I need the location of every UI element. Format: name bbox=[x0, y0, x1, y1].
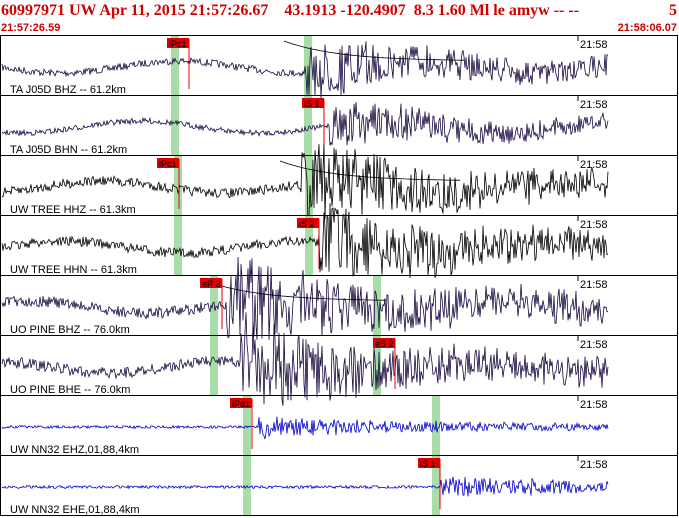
minute-tick-label: 21:58 bbox=[580, 39, 608, 51]
waveform-trace bbox=[1, 143, 609, 223]
waveform-trace bbox=[1, 203, 609, 279]
pick-window-band bbox=[304, 96, 312, 155]
waveform-trace bbox=[1, 102, 609, 146]
phase-pick-box[interactable] bbox=[418, 458, 440, 468]
phase-pick-box[interactable] bbox=[302, 98, 324, 108]
minute-tick-label: 21:58 bbox=[580, 99, 608, 111]
phase-pick-box[interactable] bbox=[230, 398, 252, 408]
phase-pick-label: eP 2 bbox=[202, 279, 220, 289]
pick-window-band bbox=[210, 336, 218, 395]
phase-pick-label: iPc1 bbox=[159, 159, 177, 169]
phase-pick-label: iPd1 bbox=[232, 399, 250, 409]
end-time-label: 21:58:06.07 bbox=[617, 22, 677, 34]
waveform-trace bbox=[1, 416, 609, 440]
pick-window-band bbox=[432, 456, 440, 515]
event-title-bar: 60997971 UW Apr 11, 2015 21:57:26.67 43.… bbox=[0, 0, 679, 21]
phase-pick-box[interactable] bbox=[373, 338, 395, 348]
minute-tick-label: 21:58 bbox=[580, 459, 608, 471]
pick-window-band bbox=[305, 216, 313, 275]
pick-window-band bbox=[373, 276, 381, 335]
coda-decay-curve bbox=[205, 280, 386, 301]
pick-window-band bbox=[171, 96, 179, 155]
phase-pick-label: iS 1 bbox=[420, 459, 436, 469]
pick-window-band bbox=[305, 156, 313, 215]
pick-window-band bbox=[171, 36, 179, 95]
minute-tick-label: 21:58 bbox=[580, 219, 608, 231]
station-label: UW NN32 EHZ,01,88,4km bbox=[10, 444, 139, 456]
station-label: UW TREE HHZ -- 61.3km bbox=[10, 204, 136, 216]
station-label: UW NN32 EHE,01,88,4km bbox=[10, 504, 140, 516]
station-label: UO PINE BHZ -- 76.0km bbox=[10, 324, 130, 336]
phase-pick-label: iS 2 bbox=[299, 219, 315, 229]
pick-window-band bbox=[373, 336, 381, 395]
waveform-trace bbox=[1, 312, 609, 406]
minute-tick-label: 21:58 bbox=[580, 339, 608, 351]
pick-window-band bbox=[174, 216, 182, 275]
pick-window-band bbox=[174, 156, 182, 215]
start-time-label: 21:57:26.59 bbox=[1, 22, 61, 34]
coda-decay-curve bbox=[279, 160, 460, 181]
phase-pick-label: iS 1 bbox=[304, 99, 320, 109]
waveform-trace bbox=[1, 256, 608, 340]
pick-window-band bbox=[304, 36, 312, 95]
pick-window-band bbox=[432, 396, 440, 455]
coda-decay-curve bbox=[283, 40, 464, 61]
station-label: UO PINE BHE -- 76.0km bbox=[10, 384, 130, 396]
station-label: TA J05D BHN -- 61.2km bbox=[10, 144, 127, 156]
minute-tick-label: 21:58 bbox=[580, 279, 608, 291]
phase-pick-label: eS 2 bbox=[375, 339, 394, 349]
phase-pick-box[interactable] bbox=[157, 158, 179, 168]
phase-pick-label: iPc1 bbox=[169, 39, 187, 49]
pick-window-band bbox=[243, 396, 251, 455]
phase-pick-box[interactable] bbox=[167, 38, 189, 48]
waveform-trace bbox=[1, 476, 609, 497]
station-label: UW TREE HHN -- 61.3km bbox=[10, 264, 137, 276]
minute-tick-label: 21:58 bbox=[580, 159, 608, 171]
waveform-trace bbox=[1, 41, 609, 99]
phase-pick-box[interactable] bbox=[297, 218, 319, 228]
phase-pick-box[interactable] bbox=[200, 278, 222, 288]
event-title: 60997971 UW Apr 11, 2015 21:57:26.67 43.… bbox=[1, 2, 580, 19]
minute-tick-label: 21:58 bbox=[580, 399, 608, 411]
event-title-trailing: 5 bbox=[669, 2, 677, 19]
station-label: TA J05D BHZ -- 61.2km bbox=[10, 84, 126, 96]
